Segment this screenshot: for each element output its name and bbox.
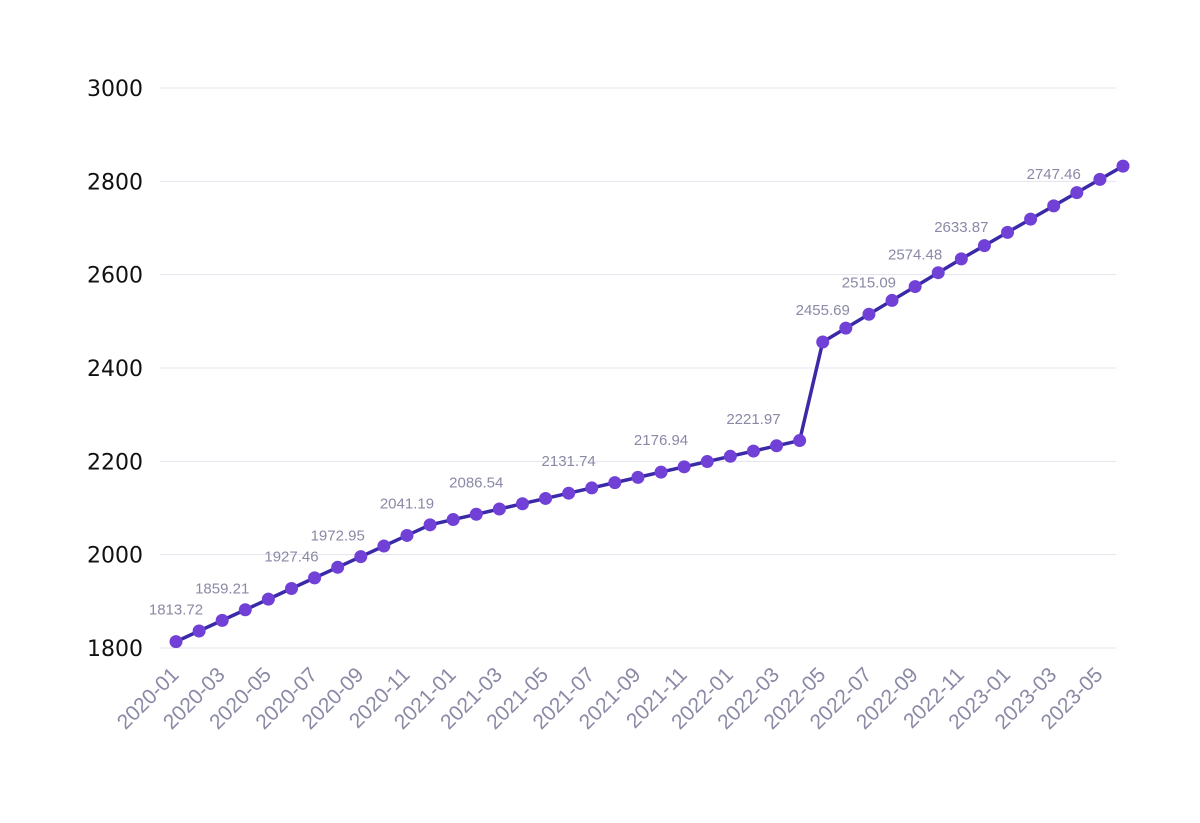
data-point <box>654 465 668 479</box>
y-tick-label: 2000 <box>87 544 143 569</box>
x-axis-ticks: 2020-012020-032020-052020-072020-092020-… <box>113 663 1108 734</box>
gridlines <box>160 87 1116 649</box>
data-label: 2221.97 <box>726 411 780 428</box>
data-point <box>677 460 691 474</box>
y-tick-label: 2800 <box>87 170 143 195</box>
data-point <box>746 444 760 458</box>
data-point <box>215 613 229 627</box>
data-label: 2633.87 <box>934 219 988 236</box>
data-point <box>446 513 460 527</box>
series-line-path <box>174 164 1125 644</box>
data-label: 2455.69 <box>796 302 850 319</box>
data-point <box>608 476 622 490</box>
data-point <box>908 280 922 294</box>
data-point <box>862 307 876 321</box>
y-tick-label: 2400 <box>87 357 143 382</box>
data-label: 1859.21 <box>195 580 249 597</box>
data-point <box>377 539 391 553</box>
data-point <box>400 528 414 542</box>
data-label: 2515.09 <box>842 274 896 291</box>
data-point <box>770 439 784 453</box>
data-point <box>723 449 737 463</box>
data-point <box>700 455 714 469</box>
data-point <box>515 497 529 511</box>
data-point <box>169 635 183 649</box>
data-point <box>331 560 345 574</box>
data-point <box>284 582 298 596</box>
data-label: 2086.54 <box>449 474 503 491</box>
data-point <box>931 266 945 280</box>
series-markers <box>169 159 1130 649</box>
data-label: 1813.72 <box>149 602 203 619</box>
data-point <box>1047 199 1061 213</box>
data-label: 2747.46 <box>1027 166 1081 183</box>
data-point <box>1116 159 1130 173</box>
data-point <box>261 592 275 606</box>
data-label: 2041.19 <box>380 495 434 512</box>
data-label: 2131.74 <box>542 453 596 470</box>
data-point <box>308 571 322 585</box>
data-point <box>423 518 437 532</box>
data-point <box>885 293 899 307</box>
data-point <box>1093 172 1107 186</box>
data-point <box>354 550 368 564</box>
y-tick-label: 2600 <box>87 264 143 289</box>
data-point <box>238 603 252 617</box>
data-point <box>1024 212 1038 226</box>
data-point <box>839 321 853 335</box>
data-point <box>631 470 645 484</box>
data-label: 2574.48 <box>888 247 942 264</box>
data-point <box>1070 186 1084 200</box>
data-point <box>816 335 830 349</box>
data-label: 1972.95 <box>311 527 365 544</box>
data-point <box>977 239 991 253</box>
y-axis-ticks: 1800 2000 2200 2400 2600 2800 3000 <box>87 77 143 662</box>
y-tick-label: 3000 <box>87 77 143 102</box>
data-point <box>192 624 206 638</box>
data-label: 2176.94 <box>634 432 688 449</box>
data-point <box>469 507 483 521</box>
y-tick-label: 1800 <box>87 637 143 662</box>
data-point <box>954 252 968 266</box>
y-tick-label: 2200 <box>87 450 143 475</box>
data-label: 1927.46 <box>264 549 318 566</box>
series-line <box>174 164 1125 644</box>
data-point <box>793 434 807 448</box>
data-point <box>562 486 576 500</box>
data-point <box>1001 225 1015 239</box>
data-labels: 1813.72 1859.21 1927.46 1972.95 2041.19 2086.… <box>149 166 1081 619</box>
data-point <box>492 502 506 516</box>
data-point <box>539 491 553 505</box>
data-point <box>585 481 599 495</box>
